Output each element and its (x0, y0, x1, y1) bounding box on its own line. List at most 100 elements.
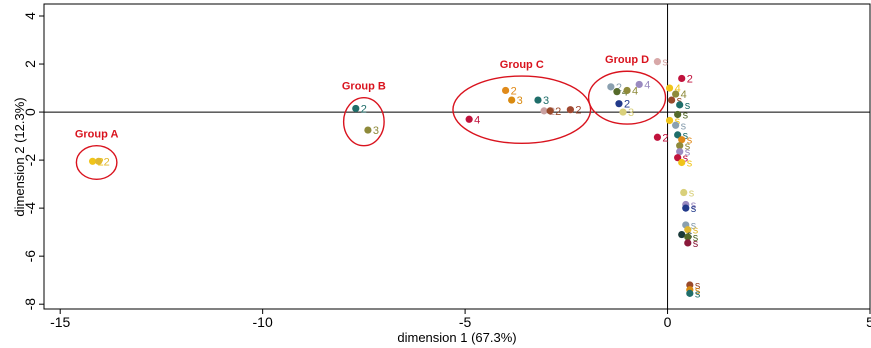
data-point-22 (667, 96, 676, 104)
x-tick-label-2: -5 (459, 314, 472, 330)
data-point-7 (534, 96, 542, 104)
data-point-30 (676, 148, 684, 156)
data-point-8 (540, 107, 548, 115)
plot-frame (43, 3, 871, 310)
data-point-label-1: 2 (104, 156, 110, 168)
group-ellipse-0 (75, 144, 118, 181)
x-tick-label-0: -15 (50, 314, 70, 330)
y-tick-label-3: -2 (22, 154, 38, 167)
data-point-label-28: s (687, 135, 693, 147)
data-point-label-5: 2 (511, 85, 517, 97)
x-tick-label-1: -10 (253, 314, 273, 330)
y-axis-title: dimension 2 (12.3%) (12, 97, 27, 216)
data-point-23 (676, 101, 684, 109)
data-point-label-27: s (683, 130, 689, 142)
data-point-4 (465, 115, 473, 123)
data-point-label-39: s (693, 232, 699, 244)
data-point-label-24: s (683, 109, 689, 121)
data-point-label-31: s (683, 153, 689, 165)
data-point-32 (678, 158, 686, 167)
data-point-1 (95, 157, 103, 165)
data-point-11 (607, 83, 615, 91)
data-point-label-19: 2 (662, 132, 668, 144)
data-point-24 (674, 110, 682, 119)
data-point-label-29: s (685, 141, 691, 153)
data-point-14 (635, 80, 643, 89)
reference-lines (44, 4, 870, 309)
group-label-0: Group A (75, 129, 119, 141)
data-point-label-7: 3 (543, 95, 549, 107)
data-points: 22234233222244423s2244ssssssssssssssssss… (88, 57, 701, 300)
data-point-16 (619, 108, 627, 116)
group-label-3: Group D (605, 54, 649, 66)
data-point-label-22: s (677, 95, 683, 107)
data-point-label-2: 2 (361, 103, 367, 115)
data-point-label-10: 2 (575, 105, 581, 117)
data-point-26 (672, 121, 680, 129)
data-point-6 (508, 96, 516, 104)
data-point-label-13: 4 (632, 85, 638, 97)
data-point-20 (665, 84, 674, 92)
x-tick-label-4: 5 (866, 314, 871, 330)
data-point-label-43: s (695, 288, 701, 300)
data-point-label-41: s (695, 280, 701, 292)
data-point-0 (88, 157, 97, 165)
data-point-13 (623, 86, 631, 95)
data-point-28 (678, 136, 686, 144)
data-point-3 (364, 126, 372, 134)
y-tick-label-2: 0 (22, 108, 38, 116)
data-point-label-11: 2 (616, 82, 622, 94)
data-point-19 (653, 133, 662, 141)
data-point-label-9: 2 (555, 106, 561, 118)
data-point-18 (678, 74, 686, 83)
data-point-25 (665, 116, 674, 125)
data-point-39 (684, 233, 692, 241)
group-ellipse-2 (452, 75, 592, 144)
data-point-17 (653, 58, 662, 66)
x-tick-label-3: 0 (664, 314, 672, 330)
data-point-9 (546, 107, 554, 115)
data-point-2 (352, 104, 360, 113)
data-point-15 (615, 100, 623, 108)
data-point-label-6: 3 (517, 95, 523, 107)
y-tick-label-1: 2 (22, 60, 38, 68)
data-point-label-4: 4 (474, 114, 480, 126)
data-point-label-25: s (675, 115, 681, 127)
data-point-40 (684, 239, 692, 247)
data-point-label-30: s (685, 147, 691, 159)
data-point-label-32: s (687, 158, 693, 170)
data-point-label-21: 4 (681, 89, 687, 101)
data-point-label-17: s (662, 57, 668, 69)
data-point-label-26: s (681, 120, 687, 132)
data-point-label-23: s (685, 100, 691, 112)
group-ellipses: Group A Group B Group C Group D (75, 54, 667, 181)
y-tick-label-6: -8 (22, 298, 38, 311)
group-ellipse-3 (587, 70, 667, 125)
data-point-label-14: 4 (644, 79, 650, 91)
data-point-label-35: s (691, 203, 697, 215)
group-label-1: Group B (342, 81, 386, 93)
data-point-38 (678, 230, 686, 239)
data-point-label-16: 3 (628, 107, 634, 119)
data-point-10 (566, 106, 574, 114)
data-point-label-42: s (695, 285, 701, 297)
data-point-label-3: 3 (373, 125, 379, 137)
data-point-label-15: 2 (624, 99, 630, 111)
data-point-label-33: s (689, 188, 695, 200)
y-tick-label-0: 4 (22, 12, 38, 20)
data-point-label-37: s (693, 225, 699, 237)
data-point-5 (501, 86, 510, 95)
data-point-43 (686, 289, 694, 297)
data-point-label-18: 2 (687, 73, 693, 85)
y-tick-label-4: -4 (22, 202, 38, 215)
data-point-label-40: s (693, 238, 699, 250)
data-point-21 (672, 90, 680, 98)
data-point-label-20: 4 (675, 83, 681, 95)
data-point-label-36: s (691, 220, 697, 232)
data-point-label-34: s (691, 200, 697, 212)
y-tick-label-5: -6 (22, 250, 38, 263)
data-point-33 (680, 188, 688, 197)
group-label-2: Group C (500, 59, 544, 71)
